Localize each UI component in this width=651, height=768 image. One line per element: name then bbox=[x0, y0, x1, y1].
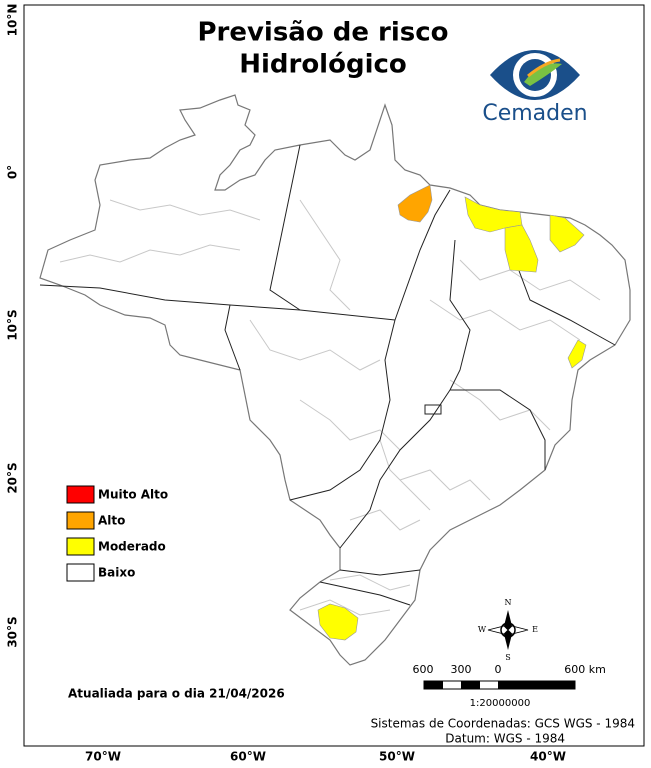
risk-areas bbox=[317, 184, 587, 641]
legend-label: Muito Alto bbox=[98, 488, 168, 502]
alto-area bbox=[397, 184, 433, 223]
lon-label: 40°W bbox=[530, 750, 566, 764]
logo-text: Cemaden bbox=[482, 101, 587, 126]
moderado-area bbox=[317, 603, 359, 641]
scale-label: 600 km bbox=[564, 663, 606, 676]
moderado-area bbox=[504, 224, 539, 273]
scale-ratio: 1:20000000 bbox=[470, 698, 531, 709]
lat-label: 0° bbox=[6, 165, 20, 179]
scale-label: 300 bbox=[451, 663, 472, 676]
region-boundaries bbox=[59, 199, 601, 616]
scale-label: 0 bbox=[495, 663, 502, 676]
legend-swatch bbox=[66, 485, 95, 504]
legend-swatch bbox=[66, 511, 95, 530]
lon-label: 70°W bbox=[85, 750, 121, 764]
moderado-area bbox=[567, 339, 587, 369]
country-outline bbox=[39, 94, 631, 666]
compass: N S E W bbox=[478, 598, 538, 662]
map-title: Previsão de risco bbox=[197, 18, 448, 48]
legend-swatch bbox=[66, 563, 95, 582]
compass-e: E bbox=[532, 625, 538, 634]
lat-label: 10°N bbox=[6, 4, 20, 37]
scale-label: 600 bbox=[413, 663, 434, 676]
lat-label: 20°S bbox=[6, 462, 20, 493]
logo: Cemaden bbox=[482, 50, 588, 126]
update-note: Atualiada para o dia 21/04/2026 bbox=[68, 687, 285, 701]
lat-label: 30°S bbox=[6, 616, 20, 647]
legend-label: Baixo bbox=[98, 566, 135, 580]
legend-label: Alto bbox=[98, 514, 125, 528]
legend-label: Moderado bbox=[98, 540, 166, 554]
map-title: Hidrológico bbox=[239, 50, 407, 80]
footer-line: Sistemas de Coordenadas: GCS WGS - 1984 bbox=[371, 717, 635, 731]
lat-label: 10°S bbox=[6, 309, 20, 340]
lon-label: 60°W bbox=[230, 750, 266, 764]
moderado-area bbox=[549, 214, 585, 253]
legend: Muito Alto Alto Moderado Baixo bbox=[66, 485, 168, 582]
compass-s: S bbox=[505, 653, 510, 662]
compass-w: W bbox=[478, 625, 487, 634]
lon-label: 50°W bbox=[379, 750, 415, 764]
legend-swatch bbox=[66, 537, 95, 556]
compass-n: N bbox=[505, 598, 512, 607]
scale-bar: 600 300 0 600 km 1:20000000 bbox=[413, 663, 606, 709]
footer-line: Datum: WGS - 1984 bbox=[445, 732, 565, 746]
state-boundaries bbox=[39, 144, 616, 606]
